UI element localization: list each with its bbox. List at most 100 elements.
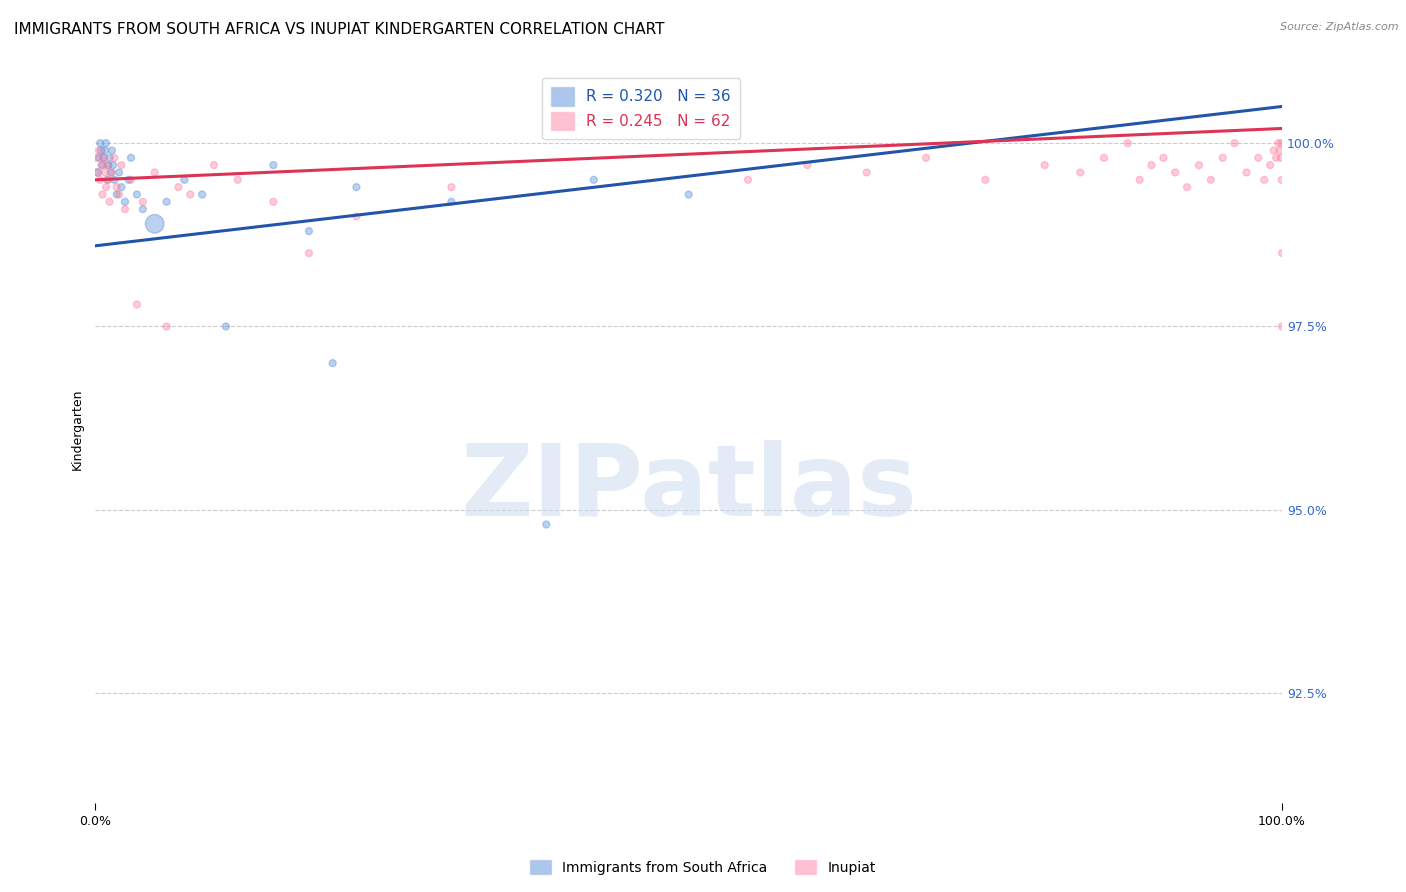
Point	[90, 158, 112, 172]
Point	[298, 224, 321, 238]
Point	[108, 165, 131, 179]
Point	[91, 158, 114, 172]
Point	[226, 173, 249, 187]
Point	[1253, 173, 1275, 187]
Point	[132, 202, 155, 216]
Point	[1223, 136, 1246, 150]
Point	[1092, 151, 1115, 165]
Point	[855, 165, 877, 179]
Point	[191, 187, 214, 202]
Point	[89, 136, 111, 150]
Point	[678, 187, 700, 202]
Point	[1263, 144, 1285, 158]
Point	[1236, 165, 1258, 179]
Point	[120, 151, 142, 165]
Point	[97, 173, 120, 187]
Text: Source: ZipAtlas.com: Source: ZipAtlas.com	[1281, 22, 1399, 32]
Point	[86, 151, 108, 165]
Point	[105, 187, 128, 202]
Point	[155, 319, 177, 334]
Point	[96, 173, 118, 187]
Point	[103, 173, 125, 187]
Point	[1140, 158, 1163, 172]
Point	[91, 187, 114, 202]
Point	[103, 151, 125, 165]
Point	[143, 217, 166, 231]
Point	[262, 194, 284, 209]
Point	[1270, 151, 1292, 165]
Point	[89, 173, 111, 187]
Point	[1069, 165, 1091, 179]
Point	[974, 173, 997, 187]
Point	[97, 158, 120, 172]
Legend: Immigrants from South Africa, Inupiat: Immigrants from South Africa, Inupiat	[524, 855, 882, 880]
Point	[1258, 158, 1281, 172]
Point	[105, 180, 128, 194]
Point	[173, 173, 195, 187]
Point	[1129, 173, 1152, 187]
Point	[100, 165, 122, 179]
Point	[98, 194, 121, 209]
Point	[94, 144, 117, 158]
Point	[1033, 158, 1056, 172]
Point	[1199, 173, 1222, 187]
Point	[582, 173, 605, 187]
Point	[120, 173, 142, 187]
Point	[1152, 151, 1174, 165]
Point	[90, 144, 112, 158]
Point	[1265, 151, 1288, 165]
Point	[1164, 165, 1187, 179]
Point	[110, 180, 132, 194]
Point	[737, 173, 759, 187]
Y-axis label: Kindergarten: Kindergarten	[72, 388, 84, 470]
Point	[1212, 151, 1234, 165]
Point	[440, 194, 463, 209]
Point	[796, 158, 818, 172]
Point	[110, 158, 132, 172]
Point	[143, 165, 166, 179]
Point	[1116, 136, 1139, 150]
Point	[1270, 136, 1292, 150]
Point	[1175, 180, 1198, 194]
Point	[1188, 158, 1211, 172]
Point	[155, 194, 177, 209]
Point	[114, 194, 136, 209]
Point	[536, 517, 558, 532]
Point	[87, 165, 110, 179]
Point	[298, 246, 321, 260]
Point	[1271, 173, 1294, 187]
Text: ZIPatlas: ZIPatlas	[460, 441, 917, 538]
Point	[262, 158, 284, 172]
Point	[87, 165, 110, 179]
Point	[1247, 151, 1270, 165]
Point	[94, 180, 117, 194]
Point	[101, 165, 124, 179]
Point	[101, 158, 124, 172]
Text: IMMIGRANTS FROM SOUTH AFRICA VS INUPIAT KINDERGARTEN CORRELATION CHART: IMMIGRANTS FROM SOUTH AFRICA VS INUPIAT …	[14, 22, 665, 37]
Point	[322, 356, 344, 370]
Point	[344, 210, 367, 224]
Point	[87, 151, 110, 165]
Point	[93, 151, 115, 165]
Point	[1268, 144, 1291, 158]
Legend: R = 0.320   N = 36, R = 0.245   N = 62: R = 0.320 N = 36, R = 0.245 N = 62	[543, 78, 741, 139]
Point	[179, 187, 201, 202]
Point	[440, 180, 463, 194]
Point	[101, 144, 124, 158]
Point	[108, 187, 131, 202]
Point	[87, 144, 110, 158]
Point	[915, 151, 938, 165]
Point	[1271, 246, 1294, 260]
Point	[215, 319, 238, 334]
Point	[114, 202, 136, 216]
Point	[98, 151, 121, 165]
Point	[132, 194, 155, 209]
Point	[1267, 136, 1289, 150]
Point	[96, 158, 118, 172]
Point	[94, 136, 117, 150]
Point	[125, 297, 148, 311]
Point	[202, 158, 225, 172]
Point	[344, 180, 367, 194]
Point	[117, 173, 139, 187]
Point	[1271, 319, 1294, 334]
